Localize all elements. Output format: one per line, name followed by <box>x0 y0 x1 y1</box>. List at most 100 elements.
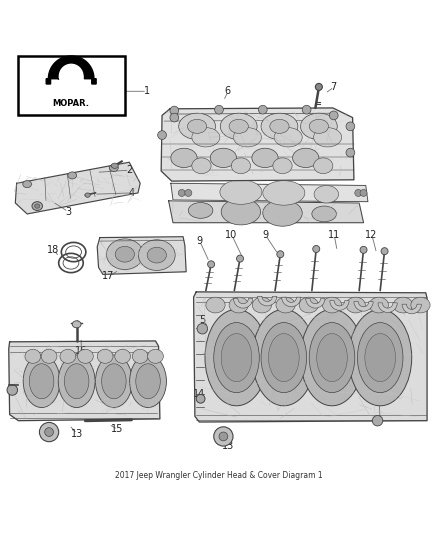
Text: 17: 17 <box>102 271 115 281</box>
Ellipse shape <box>39 423 59 442</box>
Text: 2017 Jeep Wrangler Cylinder Head & Cover Diagram 1: 2017 Jeep Wrangler Cylinder Head & Cover… <box>115 471 323 480</box>
Text: MOPAR.: MOPAR. <box>53 99 90 108</box>
Ellipse shape <box>78 349 93 364</box>
Polygon shape <box>97 237 186 274</box>
Ellipse shape <box>349 310 412 406</box>
Text: 13: 13 <box>71 429 83 439</box>
Ellipse shape <box>136 364 160 399</box>
Ellipse shape <box>130 355 166 408</box>
Ellipse shape <box>215 106 223 114</box>
Polygon shape <box>194 292 427 422</box>
Wedge shape <box>354 302 373 311</box>
Ellipse shape <box>221 334 252 382</box>
Ellipse shape <box>322 297 342 313</box>
Ellipse shape <box>219 432 228 441</box>
Ellipse shape <box>357 322 403 393</box>
Ellipse shape <box>115 246 134 262</box>
Wedge shape <box>282 297 301 307</box>
Ellipse shape <box>170 113 179 122</box>
Ellipse shape <box>274 128 302 147</box>
Ellipse shape <box>313 246 320 253</box>
Ellipse shape <box>261 322 307 393</box>
Text: 10: 10 <box>225 230 237 240</box>
Bar <box>18 56 125 115</box>
Wedge shape <box>233 298 253 308</box>
Ellipse shape <box>192 128 220 147</box>
Ellipse shape <box>41 349 57 364</box>
Wedge shape <box>378 303 397 312</box>
Ellipse shape <box>179 113 215 140</box>
Ellipse shape <box>393 297 413 313</box>
Ellipse shape <box>171 148 197 167</box>
Text: 4: 4 <box>128 188 134 198</box>
Polygon shape <box>171 183 368 201</box>
Text: 3: 3 <box>65 207 71 217</box>
Ellipse shape <box>45 427 53 437</box>
Polygon shape <box>46 56 96 84</box>
Ellipse shape <box>263 200 302 226</box>
Ellipse shape <box>208 261 215 268</box>
Ellipse shape <box>214 322 259 393</box>
Ellipse shape <box>206 297 225 313</box>
Wedge shape <box>306 298 325 308</box>
Ellipse shape <box>32 201 42 211</box>
Wedge shape <box>258 296 277 306</box>
Ellipse shape <box>132 349 148 364</box>
Polygon shape <box>15 162 140 214</box>
Ellipse shape <box>277 251 284 258</box>
Ellipse shape <box>110 165 118 172</box>
Ellipse shape <box>293 148 319 167</box>
Ellipse shape <box>372 415 383 426</box>
Ellipse shape <box>205 310 268 406</box>
Text: 2: 2 <box>126 165 132 175</box>
Ellipse shape <box>381 248 388 255</box>
Ellipse shape <box>187 119 207 133</box>
Wedge shape <box>330 301 349 310</box>
Ellipse shape <box>196 394 205 403</box>
Ellipse shape <box>276 297 295 313</box>
Ellipse shape <box>106 239 143 270</box>
Ellipse shape <box>178 189 185 197</box>
Text: 18: 18 <box>47 245 60 255</box>
Ellipse shape <box>346 148 355 157</box>
Ellipse shape <box>233 128 261 147</box>
Ellipse shape <box>252 297 272 313</box>
Ellipse shape <box>192 158 211 174</box>
Text: 9: 9 <box>196 236 202 246</box>
Ellipse shape <box>97 349 113 364</box>
Ellipse shape <box>312 206 336 222</box>
Ellipse shape <box>299 297 318 313</box>
Ellipse shape <box>197 324 208 334</box>
Ellipse shape <box>23 181 32 188</box>
Ellipse shape <box>355 189 362 197</box>
Ellipse shape <box>60 349 76 364</box>
Ellipse shape <box>261 113 298 140</box>
Ellipse shape <box>270 119 289 133</box>
Text: 8: 8 <box>330 128 336 138</box>
Text: 14: 14 <box>30 372 42 382</box>
Wedge shape <box>402 304 421 314</box>
Ellipse shape <box>7 385 18 395</box>
Ellipse shape <box>237 255 244 262</box>
Text: 11: 11 <box>328 230 340 240</box>
Ellipse shape <box>148 349 163 364</box>
Ellipse shape <box>221 199 261 225</box>
Ellipse shape <box>231 158 251 174</box>
Ellipse shape <box>346 297 365 313</box>
Polygon shape <box>9 341 160 421</box>
Ellipse shape <box>365 334 396 382</box>
Ellipse shape <box>64 364 89 399</box>
Ellipse shape <box>210 148 237 167</box>
Ellipse shape <box>329 111 338 120</box>
Ellipse shape <box>300 310 364 406</box>
Ellipse shape <box>102 364 126 399</box>
Ellipse shape <box>229 297 248 313</box>
Ellipse shape <box>317 334 347 382</box>
Ellipse shape <box>95 355 132 408</box>
Ellipse shape <box>214 427 233 446</box>
Ellipse shape <box>315 84 322 91</box>
Ellipse shape <box>35 204 40 208</box>
Text: 5: 5 <box>181 144 187 154</box>
Text: 16: 16 <box>75 345 87 356</box>
Ellipse shape <box>229 119 248 133</box>
